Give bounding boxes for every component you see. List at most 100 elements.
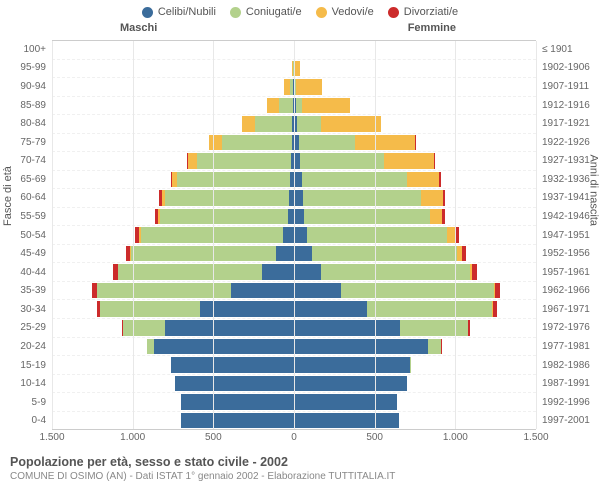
male-bar	[52, 376, 294, 392]
birth-year-label: 1927-1931	[542, 151, 600, 170]
age-label: 95-99	[0, 59, 46, 78]
bar-segment	[242, 116, 255, 132]
bar-segment	[302, 172, 407, 188]
header-male: Maschi	[120, 22, 157, 34]
bar-segment	[118, 264, 262, 280]
legend-item: Celibi/Nubili	[142, 6, 216, 18]
bar-segment	[294, 264, 321, 280]
bar-segment	[276, 246, 294, 262]
legend-item: Vedovi/e	[316, 6, 374, 18]
x-tick: 1.000	[120, 432, 145, 443]
age-label: 60-64	[0, 189, 46, 208]
bar-segment	[421, 190, 444, 206]
birth-year-label: 1992-1996	[542, 393, 600, 412]
bar-segment	[303, 190, 421, 206]
birth-year-label: 1987-1991	[542, 374, 600, 393]
y-axis-ages: 100+95-9990-9485-8980-8475-7970-7465-696…	[0, 40, 52, 430]
bar-segment	[472, 264, 477, 280]
bar-segment	[231, 283, 294, 299]
bar-segment	[181, 394, 294, 410]
female-bar	[294, 301, 536, 317]
bar-segment	[262, 264, 294, 280]
bar-segment	[493, 301, 497, 317]
female-bar	[294, 209, 536, 225]
age-label: 90-94	[0, 77, 46, 96]
bar-segment	[283, 227, 294, 243]
bar-segment	[294, 301, 367, 317]
birth-year-label: 1947-1951	[542, 226, 600, 245]
female-bar	[294, 116, 536, 132]
x-tick: 1.500	[39, 432, 64, 443]
female-bar	[294, 227, 536, 243]
birth-year-label: 1982-1986	[542, 356, 600, 375]
bar-segment	[255, 116, 292, 132]
female-bar	[294, 357, 536, 373]
male-bar	[52, 42, 294, 58]
bar-segment	[296, 79, 322, 95]
male-bar	[52, 413, 294, 429]
x-axis: 1.5001.00050005001.0001.500	[52, 430, 536, 448]
legend-swatch	[388, 7, 399, 18]
bar-segment	[299, 135, 355, 151]
bar-segment	[294, 190, 303, 206]
footer: Popolazione per età, sesso e stato civil…	[0, 448, 600, 483]
bar-segment	[321, 264, 469, 280]
male-bar	[52, 153, 294, 169]
bar-segment	[160, 209, 287, 225]
male-bar	[52, 116, 294, 132]
female-bar	[294, 320, 536, 336]
bar-segment	[222, 135, 291, 151]
age-label: 10-14	[0, 374, 46, 393]
gender-headers: Maschi Femmine	[0, 22, 600, 40]
male-bar	[52, 320, 294, 336]
bar-segment	[341, 283, 494, 299]
bar-segment	[312, 246, 457, 262]
chart-title: Popolazione per età, sesso e stato civil…	[10, 454, 590, 470]
bar-segment	[165, 190, 289, 206]
bar-segment	[154, 339, 294, 355]
bar-segment	[294, 283, 341, 299]
age-label: 50-54	[0, 226, 46, 245]
birth-year-label: 1957-1961	[542, 263, 600, 282]
gridline	[536, 41, 537, 429]
male-bar	[52, 61, 294, 77]
bar-segment	[443, 190, 445, 206]
female-bar	[294, 339, 536, 355]
legend: Celibi/NubiliConiugati/eVedovi/eDivorzia…	[0, 0, 600, 22]
bar-segment	[131, 246, 276, 262]
birth-year-label: ≤ 1901	[542, 40, 600, 59]
female-bar	[294, 264, 536, 280]
legend-item: Divorziati/e	[388, 6, 458, 18]
male-bar	[52, 172, 294, 188]
bar-segment	[165, 320, 294, 336]
female-bar	[294, 394, 536, 410]
bar-segment	[188, 153, 198, 169]
bar-segment	[415, 135, 416, 151]
age-label: 85-89	[0, 96, 46, 115]
bar-segment	[384, 153, 434, 169]
bar-segment	[197, 153, 291, 169]
bar-segment	[321, 116, 381, 132]
birth-year-label: 1922-1926	[542, 133, 600, 152]
female-bar	[294, 79, 536, 95]
bar-segment	[279, 98, 294, 114]
birth-year-label: 1932-1936	[542, 170, 600, 189]
age-label: 80-84	[0, 114, 46, 133]
birth-year-label: 1967-1971	[542, 300, 600, 319]
bar-segment	[141, 227, 283, 243]
bar-segment	[439, 172, 441, 188]
legend-label: Divorziati/e	[404, 6, 458, 18]
legend-swatch	[230, 7, 241, 18]
population-pyramid: Celibi/NubiliConiugati/eVedovi/eDivorzia…	[0, 0, 600, 500]
birth-year-label: 1952-1956	[542, 244, 600, 263]
bar-segment	[495, 283, 500, 299]
bar-segment	[304, 209, 430, 225]
male-bar	[52, 283, 294, 299]
chart-source: COMUNE DI OSIMO (AN) - Dati ISTAT 1° gen…	[10, 470, 590, 483]
gridline	[294, 41, 295, 429]
age-label: 0-4	[0, 412, 46, 431]
female-bar	[294, 376, 536, 392]
x-tick: 1.500	[523, 432, 548, 443]
male-bar	[52, 357, 294, 373]
bar-segment	[177, 172, 290, 188]
